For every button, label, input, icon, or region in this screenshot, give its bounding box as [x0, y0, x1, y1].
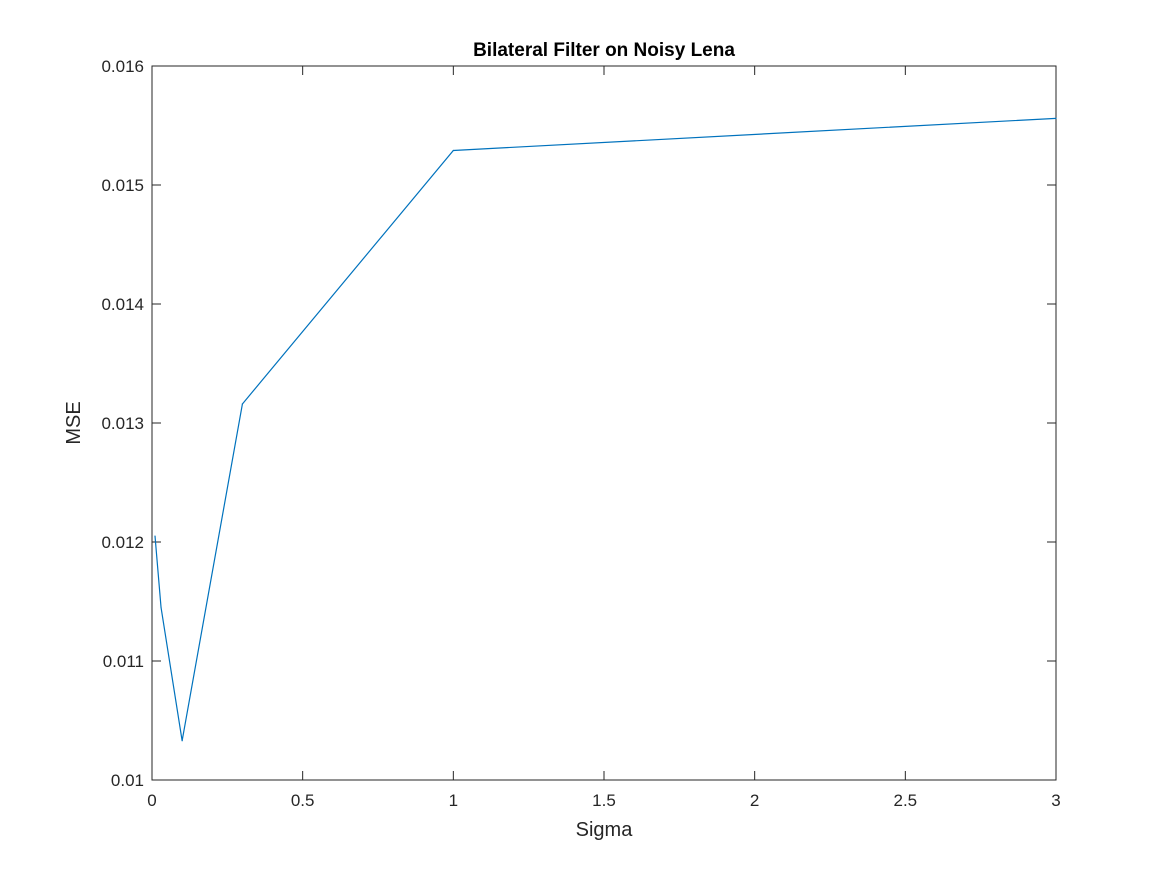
- y-tick-label: 0.011: [103, 652, 144, 671]
- x-axis-label: Sigma: [576, 819, 634, 841]
- x-tick-label: 0: [147, 791, 156, 810]
- x-tick-label: 2.5: [894, 791, 918, 810]
- y-tick-labels: 0.01 0.011 0.012 0.013 0.014 0.015 0.016: [101, 57, 144, 790]
- x-tick-labels: 0 0.5 1 1.5 2 2.5 3: [147, 791, 1060, 810]
- x-tick-label: 3: [1051, 791, 1060, 810]
- y-tick-label: 0.01: [111, 771, 144, 790]
- plot-area: [151, 65, 1057, 781]
- x-tick-label: 1.5: [592, 791, 616, 810]
- y-tick-label: 0.014: [101, 295, 144, 314]
- series-layer: [154, 117, 1057, 742]
- x-tick-label: 0.5: [291, 791, 315, 810]
- data-point: [241, 403, 243, 405]
- y-tick-label: 0.012: [101, 533, 144, 552]
- data-point: [154, 535, 156, 537]
- data-point: [160, 606, 162, 609]
- axis-ticks: [151, 65, 1057, 781]
- y-tick-label: 0.013: [101, 414, 144, 433]
- data-point: [1055, 117, 1057, 119]
- chart-title: Bilateral Filter on Noisy Lena: [473, 40, 735, 61]
- series-line: [154, 117, 1057, 741]
- data-point: [181, 740, 183, 742]
- x-tick-label: 1: [449, 791, 458, 810]
- x-tick-label: 2: [750, 791, 759, 810]
- data-point: [452, 149, 454, 152]
- y-tick-label: 0.016: [101, 57, 144, 76]
- y-axis-label: MSE: [63, 401, 85, 444]
- y-tick-label: 0.015: [101, 176, 144, 195]
